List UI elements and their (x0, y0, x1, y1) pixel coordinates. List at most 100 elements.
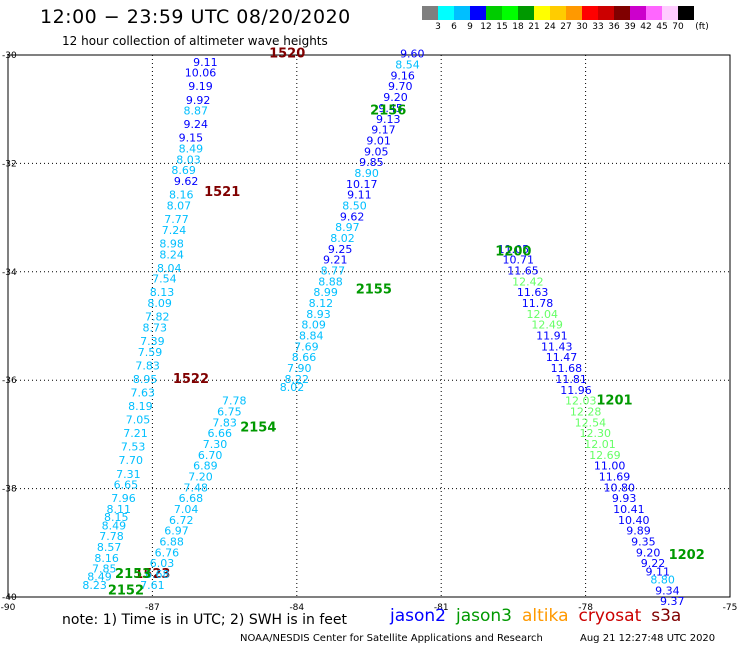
swh-value: 7.53 (121, 441, 146, 454)
legend-label: 6 (451, 22, 457, 32)
track-1520: 9.1110.069.199.928.879.249.158.498.038.6… (82, 47, 305, 592)
pass-time-label: 1523 (134, 567, 170, 582)
swh-value: 10.71 (502, 254, 534, 267)
swh-value: 6.72 (169, 514, 194, 527)
swh-value: 12.30 (579, 427, 611, 440)
swh-value: 7.39 (140, 335, 165, 348)
legend-swatch (678, 6, 694, 20)
swh-value: 8.13 (150, 286, 175, 299)
swh-value: 11.69 (599, 470, 631, 483)
swh-value: 7.59 (138, 346, 163, 359)
swh-value: 10.06 (185, 67, 217, 80)
swh-value: 12.42 (512, 275, 544, 288)
legend-swatch (662, 6, 678, 20)
swh-value: 6.68 (179, 492, 204, 505)
swh-value: 11.68 (551, 362, 583, 375)
satellite-altika: altika (522, 606, 569, 626)
swh-value: 8.04 (157, 262, 182, 275)
swh-value: 6.70 (198, 449, 223, 462)
legend-unit: (ft) (695, 22, 709, 32)
y-tick-label: -36 (2, 376, 17, 386)
legend-swatch (646, 6, 662, 20)
legend-swatch (454, 6, 470, 20)
legend-swatch (486, 6, 502, 20)
swh-value: 8.07 (167, 199, 192, 212)
legend-swatch (470, 6, 486, 20)
swh-value: 8.50 (342, 199, 367, 212)
track-2153: 7.786.757.836.667.306.706.897.207.486.68… (115, 395, 246, 592)
y-tick-label: -30 (2, 51, 17, 61)
legend-swatch (518, 6, 534, 20)
swh-value: 9.16 (390, 69, 415, 82)
legend-label: 30 (576, 22, 588, 32)
swh-value: 9.85 (359, 156, 384, 169)
page-title: 12:00 − 23:59 UTC 08/20/2020 (40, 6, 351, 28)
credit-text: NOAA/NESDIS Center for Satellite Applica… (240, 633, 543, 644)
swh-value: 9.20 (383, 91, 408, 104)
y-tick-label: -34 (2, 268, 17, 278)
swh-value: 6.68 (145, 568, 170, 581)
swh-value: 7.77 (164, 213, 189, 226)
legend-label: 33 (592, 22, 604, 32)
swh-value: 11.96 (560, 384, 592, 397)
footer-note: note: 1) Time is in UTC; 2) SWH is in fe… (62, 612, 348, 628)
track-2152: 2152 (108, 583, 144, 598)
track-2155: 2155 (356, 282, 392, 297)
swh-value: 8.98 (159, 237, 184, 250)
y-tick-label: -32 (2, 159, 17, 169)
swh-value: 7.78 (222, 395, 247, 408)
swh-value: 9.11 (646, 565, 671, 578)
swh-value: 9.24 (183, 118, 208, 131)
swh-value: 12.69 (589, 449, 621, 462)
track-2156: 9.608.549.169.709.209.459.139.179.019.05… (280, 48, 425, 394)
swh-value: 10.40 (618, 514, 650, 527)
legend-swatch (502, 6, 518, 20)
swh-value: 11.05 (498, 243, 530, 256)
track-1523: 1523 (134, 567, 170, 582)
swh-value: 8.69 (171, 164, 196, 177)
swh-value: 8.54 (395, 59, 420, 72)
swh-value: 8.12 (309, 297, 334, 310)
legend-swatch (598, 6, 614, 20)
legend-label: 39 (624, 22, 636, 32)
swh-value: 8.02 (280, 381, 305, 394)
swh-value: 12.28 (570, 405, 602, 418)
swh-value: 12.04 (527, 308, 559, 321)
pass-time-label: 2156 (370, 104, 406, 119)
swh-value: 7.31 (116, 468, 141, 481)
pass-time-label: 1201 (596, 394, 632, 409)
swh-value: 7.85 (92, 563, 117, 576)
pass-time-label: 1520 (269, 47, 305, 62)
legend-label: 9 (467, 22, 473, 32)
swh-value: 8.66 (292, 351, 317, 364)
pass-time-label: 2155 (356, 282, 392, 297)
swh-value: 9.89 (626, 525, 651, 538)
y-tick-label: -40 (2, 593, 17, 603)
swh-value: 12.49 (531, 319, 563, 332)
swh-value: 12.01 (584, 438, 616, 451)
swh-value: 6.65 (114, 479, 139, 492)
swh-value: 8.16 (94, 552, 119, 565)
legend-label: 12 (480, 22, 492, 32)
swh-value: 8.73 (143, 321, 168, 334)
swh-value: 9.11 (193, 56, 218, 69)
legend-label: 24 (544, 22, 556, 32)
swh-value: 8.88 (318, 275, 343, 288)
track-1521: 1521 (204, 185, 240, 200)
swh-value: 9.37 (660, 595, 685, 608)
legend-label: 70 (672, 22, 684, 32)
swh-value: 8.87 (183, 105, 208, 118)
swh-value: 10.17 (346, 178, 378, 191)
pass-time-label: 1522 (173, 372, 209, 387)
legend-swatch (630, 6, 646, 20)
swh-value: 8.93 (306, 308, 331, 321)
x-tick-label: -75 (723, 603, 738, 613)
legend-swatch (614, 6, 630, 20)
swh-value: 7.54 (152, 273, 177, 286)
legend-label: 3 (435, 22, 441, 32)
swh-value: 9.11 (347, 189, 372, 202)
swh-value: 8.57 (97, 541, 122, 554)
swh-value: 7.83 (135, 359, 160, 372)
swh-value: 9.21 (323, 254, 348, 267)
